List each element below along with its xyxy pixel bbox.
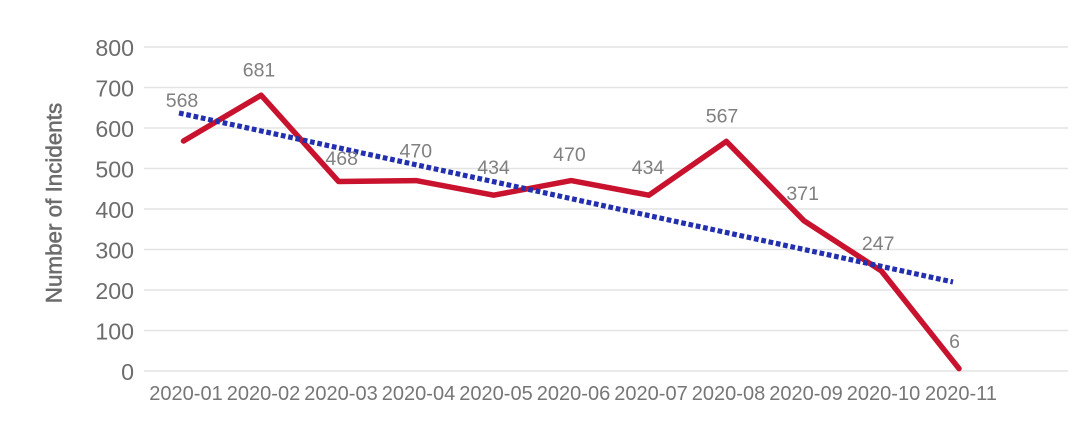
svg-text:2020-04: 2020-04 [382,383,455,405]
svg-text:2020-02: 2020-02 [227,383,300,405]
svg-text:700: 700 [95,76,134,102]
svg-text:Number of Incidents: Number of Incidents [42,103,67,303]
svg-text:500: 500 [95,157,134,183]
svg-text:200: 200 [95,278,134,304]
svg-text:2020-05: 2020-05 [459,383,532,405]
svg-text:468: 468 [325,148,358,170]
svg-text:434: 434 [477,157,510,179]
svg-text:2020-01: 2020-01 [149,383,222,405]
svg-text:2020-08: 2020-08 [692,383,765,405]
svg-text:567: 567 [706,106,739,128]
svg-text:800: 800 [95,35,134,61]
svg-text:300: 300 [95,238,134,264]
svg-text:2020-06: 2020-06 [537,383,610,405]
svg-text:434: 434 [632,157,665,179]
svg-text:600: 600 [95,116,134,142]
svg-text:100: 100 [95,319,134,345]
svg-text:247: 247 [862,233,895,255]
svg-text:2020-09: 2020-09 [769,383,842,405]
svg-text:6: 6 [949,331,960,353]
svg-text:568: 568 [166,90,199,112]
svg-text:681: 681 [243,60,276,82]
svg-text:400: 400 [95,197,134,223]
svg-text:0: 0 [121,359,134,385]
svg-text:470: 470 [553,144,586,166]
svg-text:2020-10: 2020-10 [847,383,920,405]
svg-text:2020-07: 2020-07 [614,383,687,405]
svg-text:2020-11: 2020-11 [925,383,997,405]
svg-text:2020-03: 2020-03 [304,383,377,405]
svg-text:470: 470 [400,140,433,162]
svg-text:371: 371 [786,183,819,205]
